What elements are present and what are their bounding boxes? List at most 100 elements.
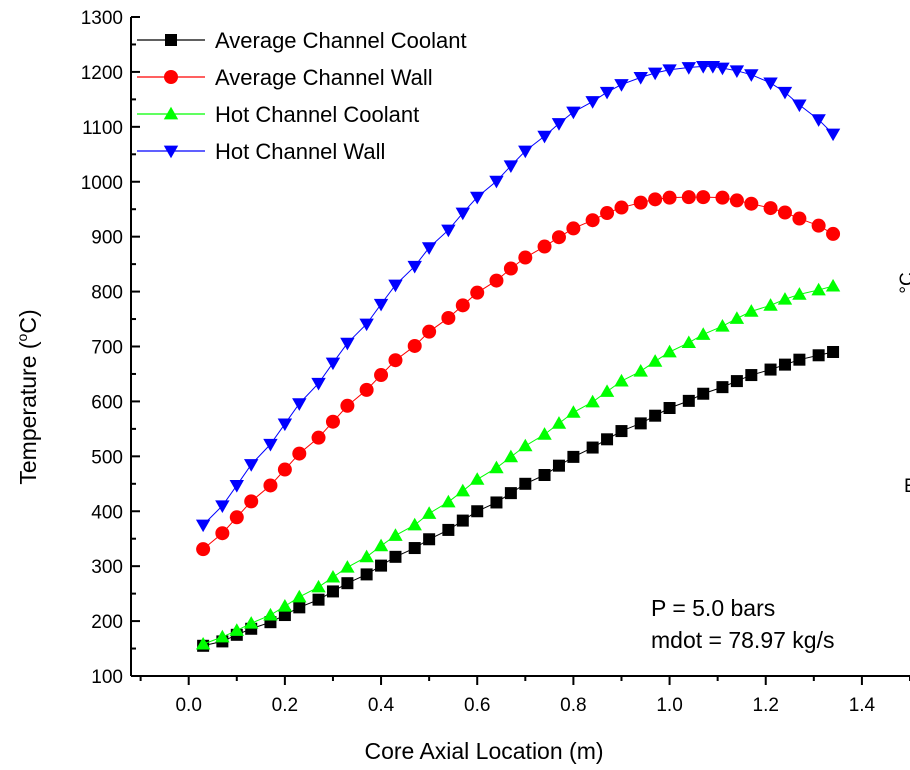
legend-marker (164, 70, 178, 84)
data-point (277, 599, 293, 612)
data-point (422, 324, 437, 339)
data-point (696, 190, 711, 205)
data-point (649, 409, 662, 422)
data-point (662, 344, 677, 358)
data-point (537, 130, 552, 144)
data-point (326, 585, 339, 598)
series-0 (197, 345, 840, 652)
data-point (647, 354, 663, 367)
y-axis-title-tail: C) (15, 309, 41, 333)
data-point (373, 298, 389, 312)
data-point (825, 278, 841, 292)
data-point (744, 196, 759, 211)
data-point (340, 560, 355, 573)
data-point (423, 533, 436, 546)
data-point (312, 593, 325, 606)
series-line (203, 351, 834, 647)
y-tick-label: 1200 (81, 63, 123, 84)
data-point (470, 191, 485, 205)
data-point (195, 636, 211, 650)
data-point (263, 607, 278, 621)
data-point (697, 387, 710, 400)
data-point (681, 190, 696, 205)
annotation-pressure: P = 5.0 bars (651, 595, 775, 621)
legend-item: Average Channel Coolant (137, 28, 467, 53)
y-tick-label: 1300 (81, 8, 123, 29)
data-point (518, 145, 533, 159)
data-point (716, 381, 729, 394)
data-point (374, 368, 389, 383)
data-point (552, 459, 565, 472)
data-point (586, 441, 599, 454)
data-point (696, 61, 711, 74)
data-point (196, 542, 211, 557)
data-point (662, 64, 677, 77)
data-point (407, 338, 422, 353)
data-point (373, 538, 389, 552)
y-tick-label: 400 (91, 502, 123, 523)
data-point (389, 550, 402, 563)
axes: 100 200 300 400 500 600 700 800 900 1000 1100 1200 1… (81, 8, 910, 716)
data-point (633, 364, 648, 377)
x-tick-label: 1.2 (753, 695, 779, 716)
data-point (715, 190, 730, 205)
data-point (489, 273, 504, 288)
data-point (293, 601, 306, 614)
data-point (503, 160, 519, 174)
data-point (518, 250, 533, 265)
data-point (763, 298, 778, 311)
legend-marker (165, 34, 177, 46)
data-point (277, 418, 293, 432)
data-point (585, 394, 600, 408)
series-line (202, 285, 834, 645)
y-axis-title: Temperature (oC) (14, 309, 41, 484)
data-point (811, 218, 826, 233)
y-tick-label: 1100 (82, 118, 123, 139)
y-axis-title-sup: o (14, 333, 30, 341)
x-axis-title: Core Axial Location (m) (364, 738, 603, 764)
x-tick-label: 1.0 (656, 695, 682, 716)
data-point (471, 505, 484, 518)
data-point (567, 450, 580, 463)
data-point (601, 433, 614, 446)
legend-item: Average Channel Wall (137, 65, 433, 90)
y-tick-label: 100 (91, 667, 123, 688)
data-point (812, 349, 825, 362)
legend-item: Hot Channel Wall (137, 139, 385, 164)
data-point (388, 528, 403, 541)
data-point (408, 542, 421, 555)
data-point (215, 500, 230, 513)
data-point (504, 487, 517, 500)
data-point (648, 192, 663, 207)
data-point (195, 519, 211, 533)
clipped-unit-label: °C (897, 272, 910, 293)
series-3 (195, 61, 841, 533)
data-point (729, 311, 745, 324)
data-point (359, 382, 374, 397)
data-point (744, 304, 759, 317)
data-point (407, 260, 422, 274)
legend-label: Average Channel Wall (215, 65, 433, 90)
y-tick-label: 300 (91, 557, 123, 578)
data-point (681, 335, 697, 349)
data-point (407, 517, 422, 531)
data-point (763, 201, 778, 216)
data-point (325, 357, 341, 371)
data-point (455, 298, 470, 313)
data-point (715, 62, 730, 76)
legend-marker (163, 106, 179, 120)
data-point (614, 79, 629, 92)
data-point (662, 190, 677, 205)
data-point (599, 86, 615, 100)
y-tick-label: 1000 (81, 173, 123, 194)
y-tick-label: 900 (91, 228, 123, 249)
data-point (441, 494, 456, 508)
data-point (518, 438, 533, 452)
x-tick-label: 0.6 (464, 695, 490, 716)
data-point (441, 310, 456, 325)
data-point (229, 480, 244, 493)
data-point (600, 206, 615, 221)
data-point (585, 213, 600, 228)
legend-marker (163, 145, 179, 159)
